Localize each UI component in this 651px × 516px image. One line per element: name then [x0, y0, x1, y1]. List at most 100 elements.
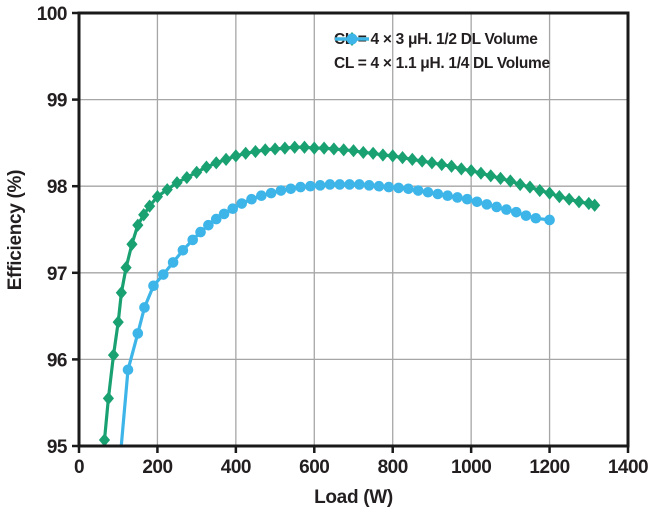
diamond-marker-icon	[98, 433, 111, 446]
circle-marker-icon	[285, 183, 297, 195]
circle-marker-icon	[432, 188, 444, 200]
circle-marker-icon	[314, 180, 326, 191]
diamond-marker-icon	[534, 183, 546, 198]
diamond-marker-icon	[514, 177, 526, 192]
diamond-marker-icon	[230, 149, 242, 163]
diamond-marker-icon	[406, 152, 418, 166]
legend-label: CL = 4 × 1.1 μH. 1/4 DL Volume	[334, 55, 550, 72]
circle-marker-icon	[373, 180, 385, 192]
circle-marker-icon	[158, 269, 169, 280]
circle-marker-icon	[167, 257, 179, 268]
diamond-marker-icon	[328, 142, 340, 156]
circle-marker-icon	[122, 364, 134, 376]
chart-legend: CL = 4 × 3 μH. 1/2 DL Volume CL = 4 × 1.1…	[334, 30, 550, 74]
diamond-marker-icon	[494, 171, 507, 186]
y-tick-label: 98	[47, 177, 67, 198]
series-2-circle	[113, 179, 555, 486]
diamond-marker-icon	[126, 237, 138, 251]
diamond-marker-icon	[259, 143, 271, 157]
diamond-marker-icon	[132, 218, 144, 232]
x-tick-label: 1000	[451, 457, 491, 478]
x-axis-title: Load (W)	[314, 487, 393, 508]
gridlines	[79, 13, 628, 446]
diamond-marker-icon	[589, 198, 601, 212]
circle-marker-icon	[256, 190, 267, 202]
circle-marker-icon	[383, 181, 395, 193]
diamond-marker-icon	[318, 141, 330, 155]
diamond-marker-icon	[220, 152, 232, 166]
diamond-marker-icon	[396, 151, 409, 165]
diamond-marker-icon	[298, 140, 311, 154]
diamond-marker-icon	[416, 154, 428, 168]
circle-marker-icon	[422, 186, 434, 198]
diamond-marker-icon	[436, 157, 448, 172]
circle-marker-icon	[544, 214, 555, 226]
circle-marker-icon	[177, 244, 189, 256]
circle-marker-icon	[344, 179, 355, 190]
diamond-marker-icon	[289, 140, 301, 154]
diamond-marker-icon	[524, 180, 536, 194]
diamond-marker-icon	[161, 183, 173, 197]
circle-marker-icon	[403, 183, 414, 195]
legend-circle-marker-icon	[335, 33, 369, 45]
y-tick-label: 96	[47, 350, 67, 371]
diamond-marker-icon	[573, 195, 585, 209]
circle-marker-icon	[132, 328, 144, 339]
y-tick-label: 97	[47, 264, 67, 285]
circle-marker-icon	[442, 190, 453, 202]
circle-marker-icon	[324, 179, 336, 190]
circle-marker-icon	[461, 193, 473, 205]
circle-marker-icon	[471, 196, 483, 208]
diamond-marker-icon	[347, 144, 360, 158]
circle-marker-icon	[246, 193, 257, 205]
circle-marker-icon	[530, 212, 542, 224]
diamond-marker-icon	[171, 176, 183, 190]
y-tick-label: 99	[47, 91, 67, 112]
circle-marker-icon	[481, 199, 493, 210]
diamond-marker-icon	[112, 315, 124, 329]
circle-marker-icon	[354, 179, 365, 190]
series-1-diamond	[98, 140, 601, 446]
circle-marker-icon	[275, 185, 287, 196]
diamond-marker-icon	[445, 159, 458, 173]
circle-marker-icon	[210, 213, 222, 225]
diamond-marker-icon	[455, 162, 467, 176]
diamond-marker-icon	[308, 141, 320, 155]
circle-marker-icon	[295, 181, 306, 193]
circle-marker-icon	[218, 208, 230, 220]
y-axis-title: Efficiency (%)	[5, 169, 26, 291]
circle-marker-icon	[187, 234, 199, 246]
diamond-marker-icon	[426, 156, 438, 170]
circle-marker-icon	[113, 475, 124, 486]
circle-marker-icon	[195, 226, 206, 238]
circle-marker-icon	[520, 210, 532, 221]
diamond-marker-icon	[138, 208, 150, 222]
diamond-marker-icon	[102, 391, 115, 405]
diamond-marker-icon	[357, 145, 369, 160]
x-tick-label: 1400	[608, 457, 648, 478]
y-tick-label: 95	[47, 437, 68, 458]
diamond-marker-icon	[553, 189, 565, 204]
diamond-marker-icon	[475, 166, 487, 180]
diamond-marker-icon	[387, 149, 399, 163]
circle-marker-icon	[412, 185, 424, 196]
diamond-marker-icon	[583, 196, 595, 211]
plot-border	[77, 11, 630, 448]
legend-item-2: CL = 4 × 1.1 μH. 1/4 DL Volume	[334, 33, 550, 74]
diamond-marker-icon	[504, 174, 516, 188]
series-line	[102, 145, 596, 446]
circle-marker-icon	[393, 182, 404, 194]
circle-marker-icon	[236, 198, 248, 209]
legend-label: CL = 4 × 3 μH. 1/2 DL Volume	[334, 31, 538, 48]
diamond-marker-icon	[377, 148, 389, 162]
diamond-marker-icon	[210, 156, 222, 170]
circle-marker-icon	[363, 180, 375, 191]
diamond-marker-icon	[107, 348, 120, 362]
circle-marker-icon	[139, 302, 150, 313]
x-tick-label: 800	[378, 457, 408, 478]
circle-marker-icon	[227, 203, 239, 215]
circle-marker-icon	[452, 192, 463, 203]
diamond-marker-icon	[191, 165, 203, 179]
x-tick-label: 400	[221, 457, 251, 478]
